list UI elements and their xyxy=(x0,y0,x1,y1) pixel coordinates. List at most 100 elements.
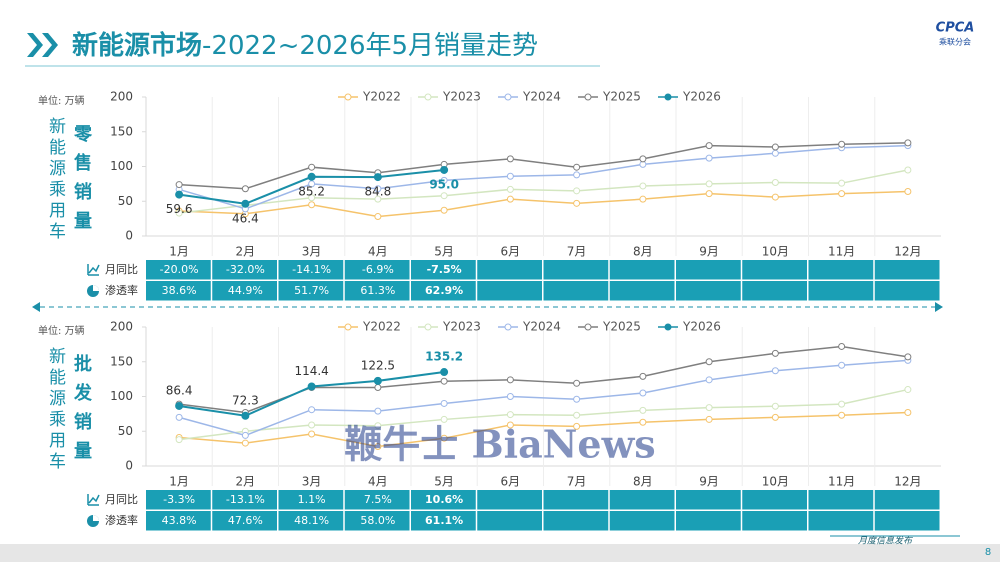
row-label: 渗透率 xyxy=(105,283,138,297)
legend-label[interactable]: Y2024 xyxy=(522,320,561,334)
table-cell xyxy=(278,511,344,531)
table-cell xyxy=(874,281,940,301)
table-cell xyxy=(278,490,344,510)
data-point xyxy=(307,172,316,181)
table-cell xyxy=(742,260,807,280)
table-cell xyxy=(742,281,807,301)
table-cell-text: -20.0% xyxy=(160,263,199,276)
table-cell xyxy=(543,260,609,280)
data-point xyxy=(838,140,846,148)
table-cell xyxy=(411,511,476,531)
legend-marker xyxy=(664,323,672,331)
data-point xyxy=(241,411,250,420)
table-cell-text: 47.6% xyxy=(228,514,263,527)
unit-label: 单位: 万辆 xyxy=(38,324,85,337)
x-tick-label: 4月 xyxy=(368,245,388,259)
data-point xyxy=(440,368,449,377)
x-tick-label: 7月 xyxy=(567,475,587,489)
legend-marker xyxy=(344,93,352,101)
x-tick-label: 8月 xyxy=(633,245,653,259)
legend-label[interactable]: Y2026 xyxy=(682,90,721,104)
table-cell xyxy=(676,260,741,280)
data-point xyxy=(308,421,316,429)
data-point xyxy=(771,178,779,186)
data-point xyxy=(838,190,846,198)
legend-label[interactable]: Y2026 xyxy=(682,320,721,334)
logo: CPCA xyxy=(936,21,975,36)
legend-marker xyxy=(584,93,592,101)
data-point xyxy=(506,155,514,163)
data-point xyxy=(771,402,779,410)
data-point xyxy=(374,407,382,415)
table-cell xyxy=(278,260,344,280)
data-point xyxy=(440,176,448,184)
data-point xyxy=(771,143,779,151)
y-tick-label: 0 xyxy=(125,459,133,473)
y-tick-label: 50 xyxy=(118,424,133,438)
legend-label[interactable]: Y2022 xyxy=(362,320,401,334)
y-tick-label: 150 xyxy=(110,354,133,368)
data-point xyxy=(639,372,647,380)
y-tick-label: 200 xyxy=(110,90,133,104)
data-point xyxy=(374,213,382,221)
x-tick-label: 8月 xyxy=(633,475,653,489)
data-point xyxy=(573,163,581,171)
data-point xyxy=(705,415,713,423)
table-cell xyxy=(344,490,410,510)
legend-label[interactable]: Y2025 xyxy=(602,90,641,104)
x-tick-label: 9月 xyxy=(699,475,719,489)
series-line xyxy=(178,144,908,210)
data-label: 59.6 xyxy=(166,202,193,216)
data-point xyxy=(838,361,846,369)
x-tick-label: 1月 xyxy=(169,475,189,489)
data-label: 95.0 xyxy=(429,177,459,191)
data-point xyxy=(175,181,183,189)
data-point xyxy=(241,199,250,208)
legend-label[interactable]: Y2025 xyxy=(602,320,641,334)
table-cell xyxy=(543,511,609,531)
x-tick-label: 12月 xyxy=(894,245,921,259)
chart-title: 零售销量 xyxy=(71,124,93,240)
data-point xyxy=(705,154,713,162)
legend-marker xyxy=(504,93,512,101)
data-point xyxy=(705,190,713,198)
data-point xyxy=(374,383,382,391)
legend-marker xyxy=(424,93,432,101)
table-cell xyxy=(146,490,211,510)
table-cell-text: 51.7% xyxy=(294,284,329,297)
legend-label[interactable]: Y2023 xyxy=(442,320,481,334)
data-point xyxy=(838,411,846,419)
data-point xyxy=(573,187,581,195)
page-number: 8 xyxy=(985,547,991,558)
data-point xyxy=(639,406,647,414)
series-line xyxy=(179,411,908,448)
table-cell xyxy=(477,511,542,531)
legend-marker xyxy=(344,323,352,331)
table-cell-text: 61.1% xyxy=(425,514,463,527)
legend-marker xyxy=(584,323,592,331)
data-label: 86.4 xyxy=(166,383,193,397)
data-point xyxy=(573,395,581,403)
data-point xyxy=(771,349,779,357)
table-cell xyxy=(874,260,940,280)
row-icon xyxy=(87,264,100,276)
data-point xyxy=(175,436,183,444)
table-cell xyxy=(609,490,675,510)
table-cell xyxy=(411,490,476,510)
table-cell xyxy=(543,490,609,510)
data-point xyxy=(175,401,184,410)
data-point xyxy=(705,142,713,150)
data-point xyxy=(904,139,912,147)
table-cell-text: 10.6% xyxy=(425,493,463,506)
table-cell xyxy=(676,281,741,301)
side-label: 新能源乘用车 xyxy=(45,347,66,473)
table-cell-text: 48.1% xyxy=(294,514,329,527)
table-cell xyxy=(146,281,211,301)
legend-label[interactable]: Y2022 xyxy=(362,90,401,104)
table-cell xyxy=(808,281,874,301)
x-tick-label: 2月 xyxy=(236,245,256,259)
data-label: 72.3 xyxy=(232,393,259,407)
legend-label[interactable]: Y2024 xyxy=(522,90,561,104)
legend-label[interactable]: Y2023 xyxy=(442,90,481,104)
data-point xyxy=(506,411,514,419)
